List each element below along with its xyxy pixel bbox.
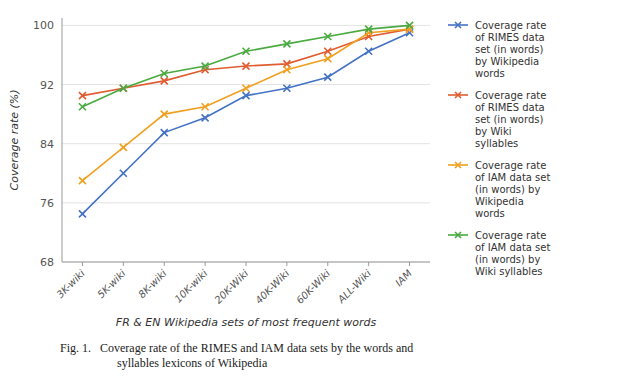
point-marker: [243, 48, 250, 55]
y-tick-label: 76: [40, 197, 54, 210]
x-tick-label: 5K-wiki: [95, 267, 128, 300]
x-tick-label: ALL-Wiki: [335, 267, 373, 305]
grid-line: [62, 84, 430, 85]
x-tick-label: 10K-wiki: [172, 267, 209, 304]
point-marker: [120, 85, 127, 92]
series-line: [82, 33, 409, 214]
point-marker: [202, 63, 209, 70]
point-marker: [79, 103, 86, 110]
legend-label: Coverage rateof IAM data set(in words) b…: [475, 160, 550, 219]
legend-label-line: set (in words): [475, 44, 543, 55]
legend-marker: [455, 232, 461, 238]
legend-label-line: of RIMES data: [475, 32, 545, 43]
y-tick-label: 92: [40, 79, 54, 92]
point-marker: [161, 70, 168, 77]
point-marker: [243, 92, 250, 99]
y-axis-label: Coverage rate (%): [8, 89, 21, 190]
point-marker: [161, 129, 168, 136]
series-line: [82, 25, 409, 106]
grid-line: [62, 202, 430, 203]
caption-line: Fig. 1. Coverage rate of the RIMES and I…: [60, 341, 413, 355]
legend-label-line: Coverage rate: [475, 90, 546, 101]
legend-label-line: syllables: [475, 138, 518, 149]
x-tick-label: IAM: [393, 267, 414, 288]
caption-line: syllables lexicons of Wikipedia: [60, 356, 268, 370]
point-marker: [406, 26, 413, 33]
legend-label-line: by Wiki: [475, 126, 511, 137]
x-tick: [164, 262, 165, 266]
point-marker: [324, 55, 331, 62]
legend-label-line: set (in words): [475, 114, 543, 125]
legend-label: Coverage rateof RIMES dataset (in words)…: [475, 90, 546, 149]
x-axis-label: FR & EN Wikipedia sets of most frequent …: [116, 316, 377, 329]
x-tick-label: 3K-wiki: [54, 267, 87, 300]
x-tick-label: 60K-Wiki: [294, 267, 332, 305]
series-line: [82, 29, 409, 181]
point-marker: [202, 114, 209, 121]
legend-marker: [455, 22, 461, 28]
legend-marker: [455, 92, 461, 98]
x-tick: [205, 262, 206, 266]
legend-label-line: of RIMES data: [475, 102, 545, 113]
point-marker: [202, 103, 209, 110]
caption: Fig. 1. Coverage rate of the RIMES and I…: [60, 341, 413, 370]
point-marker: [283, 40, 290, 47]
point-marker: [120, 170, 127, 177]
point-marker: [161, 111, 168, 118]
legend-label-line: words: [475, 68, 505, 79]
legend-label-line: Coverage rate: [475, 20, 546, 31]
grid-line: [62, 143, 430, 144]
legend-label-line: Wikipedia: [475, 196, 524, 207]
x-tick: [368, 262, 369, 266]
legend-label-line: words: [475, 208, 505, 219]
legend: Coverage rateof RIMES dataset (in words)…: [448, 20, 550, 277]
y-tick-label: 84: [40, 138, 54, 151]
x-tick: [286, 262, 287, 266]
x-tick: [409, 262, 410, 266]
point-marker: [79, 177, 86, 184]
x-tick: [327, 262, 328, 266]
point-marker: [324, 48, 331, 55]
series-group: [79, 22, 413, 218]
legend-label-line: Coverage rate: [475, 230, 546, 241]
legend-label: Coverage rateof RIMES dataset (in words)…: [475, 20, 546, 79]
legend-label-line: of IAM data set: [475, 172, 550, 183]
legend-label-line: (in words) by: [475, 254, 540, 265]
y-tick-label: 100: [33, 19, 54, 32]
point-marker: [283, 66, 290, 73]
legend-label: Coverage rateof IAM data set(in words) b…: [475, 230, 550, 277]
chart: 68 76 84 92 100 3K-wiki5K-wiki8K-wiki10K-wiki…: [0, 0, 640, 392]
x-axis: 3K-wiki5K-wiki8K-wiki10K-wiki20K-Wiki40K…: [54, 262, 414, 306]
point-marker: [324, 74, 331, 81]
x-tick: [82, 262, 83, 266]
y-tick-label: 68: [40, 256, 54, 269]
x-tick: [246, 262, 247, 266]
legend-label-line: of IAM data set: [475, 242, 550, 253]
point-marker: [365, 48, 372, 55]
point-marker: [243, 63, 250, 70]
x-tick-label: 8K-wiki: [136, 267, 169, 300]
legend-label-line: Coverage rate: [475, 160, 546, 171]
legend-label-line: Wiki syllables: [475, 266, 543, 277]
y-axis-line: [62, 18, 63, 262]
point-marker: [161, 77, 168, 84]
point-marker: [283, 85, 290, 92]
point-marker: [120, 144, 127, 151]
x-tick: [123, 262, 124, 266]
point-marker: [324, 33, 331, 40]
grid-line: [62, 25, 430, 26]
y-axis: 68 76 84 92 100: [33, 19, 430, 269]
legend-marker: [455, 162, 461, 168]
legend-label-line: by Wikipedia: [475, 56, 539, 67]
x-tick-label: 40K-Wiki: [253, 267, 291, 305]
point-marker: [79, 92, 86, 99]
point-marker: [243, 85, 250, 92]
x-tick-label: 20K-Wiki: [212, 267, 250, 305]
point-marker: [406, 22, 413, 29]
point-marker: [365, 26, 372, 33]
point-marker: [120, 85, 127, 92]
point-marker: [79, 210, 86, 217]
legend-label-line: (in words) by: [475, 184, 540, 195]
